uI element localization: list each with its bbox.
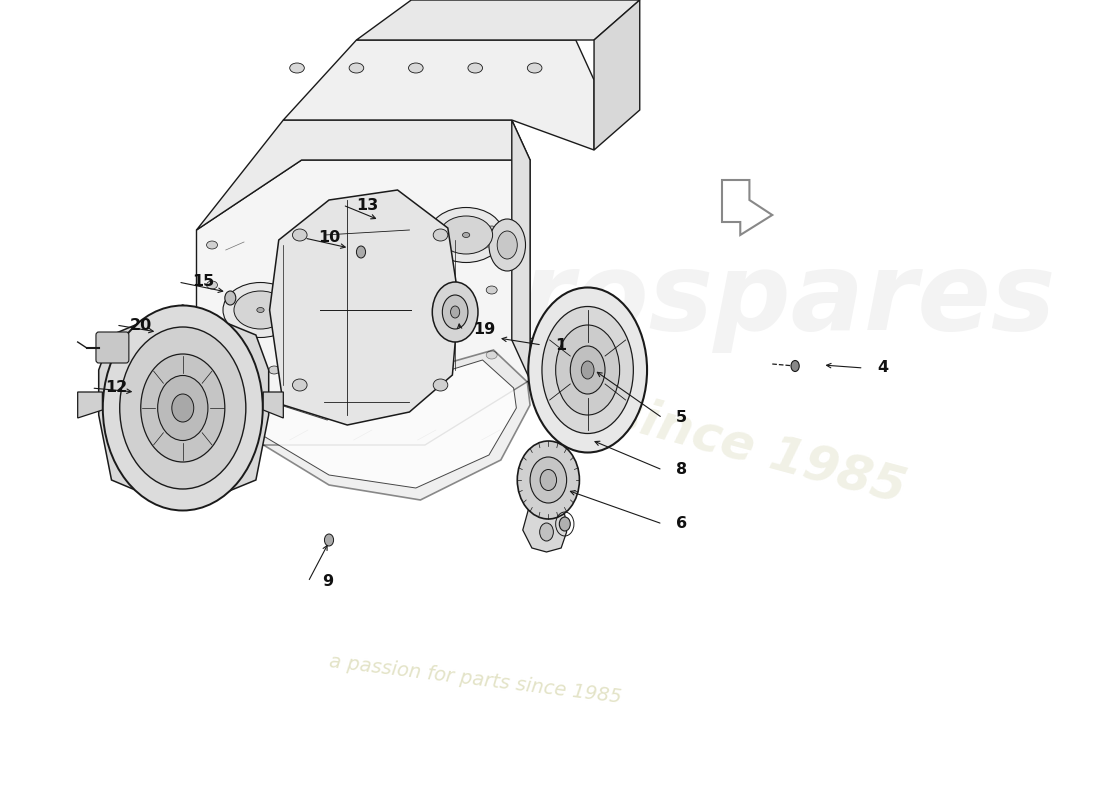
Polygon shape bbox=[270, 190, 459, 425]
Ellipse shape bbox=[462, 233, 470, 238]
Polygon shape bbox=[197, 160, 530, 445]
Polygon shape bbox=[263, 392, 284, 418]
Text: 4: 4 bbox=[878, 361, 889, 375]
Ellipse shape bbox=[433, 229, 448, 241]
Text: 9: 9 bbox=[321, 574, 333, 590]
Polygon shape bbox=[197, 120, 530, 230]
Text: 13: 13 bbox=[356, 198, 378, 213]
Ellipse shape bbox=[172, 394, 194, 422]
Polygon shape bbox=[284, 40, 594, 150]
Ellipse shape bbox=[371, 236, 425, 274]
Ellipse shape bbox=[324, 534, 333, 546]
Text: 15: 15 bbox=[191, 274, 214, 290]
Ellipse shape bbox=[223, 282, 298, 338]
Ellipse shape bbox=[141, 354, 224, 462]
Ellipse shape bbox=[360, 227, 434, 282]
Ellipse shape bbox=[397, 341, 408, 349]
Ellipse shape bbox=[293, 379, 307, 391]
Ellipse shape bbox=[326, 278, 332, 282]
Ellipse shape bbox=[791, 361, 800, 371]
Polygon shape bbox=[722, 180, 772, 235]
Ellipse shape bbox=[527, 63, 542, 73]
Text: 8: 8 bbox=[676, 462, 688, 478]
Polygon shape bbox=[78, 392, 102, 418]
Ellipse shape bbox=[256, 307, 264, 313]
Ellipse shape bbox=[120, 327, 245, 489]
Text: eurospares: eurospares bbox=[371, 247, 1056, 353]
Ellipse shape bbox=[486, 226, 497, 234]
Ellipse shape bbox=[540, 523, 553, 541]
Ellipse shape bbox=[292, 253, 366, 307]
Ellipse shape bbox=[207, 366, 218, 374]
Text: 12: 12 bbox=[106, 381, 128, 395]
Text: 1: 1 bbox=[556, 338, 566, 353]
Text: 19: 19 bbox=[473, 322, 496, 338]
Ellipse shape bbox=[302, 261, 355, 299]
Ellipse shape bbox=[408, 63, 424, 73]
Polygon shape bbox=[594, 0, 640, 150]
Ellipse shape bbox=[234, 291, 287, 329]
Ellipse shape bbox=[440, 216, 493, 254]
Ellipse shape bbox=[332, 351, 343, 359]
Text: a passion for parts since 1985: a passion for parts since 1985 bbox=[328, 653, 623, 707]
Ellipse shape bbox=[468, 63, 483, 73]
Text: 5: 5 bbox=[676, 410, 688, 426]
Ellipse shape bbox=[542, 306, 634, 434]
Ellipse shape bbox=[268, 366, 279, 374]
Ellipse shape bbox=[429, 207, 504, 262]
Polygon shape bbox=[522, 505, 566, 552]
Text: since 1985: since 1985 bbox=[606, 388, 911, 512]
Ellipse shape bbox=[556, 325, 619, 415]
Ellipse shape bbox=[349, 63, 364, 73]
Text: 6: 6 bbox=[676, 517, 688, 531]
Ellipse shape bbox=[442, 295, 468, 329]
Ellipse shape bbox=[207, 241, 218, 249]
Ellipse shape bbox=[488, 219, 526, 271]
Ellipse shape bbox=[540, 470, 557, 490]
Ellipse shape bbox=[207, 281, 218, 289]
Ellipse shape bbox=[486, 351, 497, 359]
Ellipse shape bbox=[224, 291, 235, 305]
Polygon shape bbox=[99, 305, 268, 510]
Ellipse shape bbox=[356, 246, 365, 258]
Ellipse shape bbox=[289, 63, 305, 73]
Ellipse shape bbox=[570, 346, 605, 394]
Ellipse shape bbox=[559, 517, 570, 531]
Polygon shape bbox=[356, 0, 640, 40]
Text: 20: 20 bbox=[130, 318, 152, 333]
Ellipse shape bbox=[497, 231, 517, 259]
Ellipse shape bbox=[432, 282, 478, 342]
Ellipse shape bbox=[581, 361, 594, 379]
Polygon shape bbox=[512, 120, 530, 380]
Ellipse shape bbox=[433, 379, 448, 391]
Polygon shape bbox=[210, 350, 530, 500]
Ellipse shape bbox=[394, 253, 402, 258]
Ellipse shape bbox=[451, 306, 460, 318]
Ellipse shape bbox=[293, 229, 307, 241]
Ellipse shape bbox=[102, 306, 263, 510]
Ellipse shape bbox=[486, 286, 497, 294]
Ellipse shape bbox=[528, 287, 647, 453]
Polygon shape bbox=[224, 360, 516, 488]
Ellipse shape bbox=[517, 441, 580, 519]
Ellipse shape bbox=[157, 375, 208, 441]
Ellipse shape bbox=[530, 457, 566, 503]
FancyBboxPatch shape bbox=[96, 332, 129, 363]
Text: 10: 10 bbox=[318, 230, 340, 246]
